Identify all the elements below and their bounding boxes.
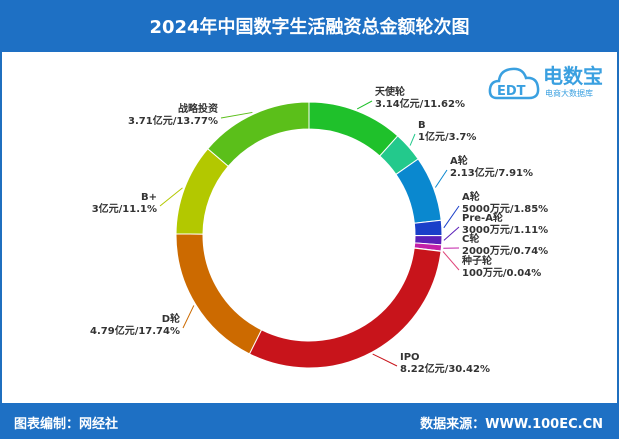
logo-brand: 电数宝 <box>543 64 603 88</box>
slice-value-label: 1亿元/3.7% <box>418 130 476 143</box>
footer-bar: 图表编制：网经社 数据来源：WWW.100EC.CN <box>0 403 619 439</box>
slice-name-label: A轮 <box>462 190 480 203</box>
leader-line <box>220 111 253 119</box>
slice-value-label: 3000万元/1.11% <box>462 224 548 236</box>
footer-credit: 图表编制：网经社 <box>14 417 119 432</box>
slice-name-label: A轮 <box>450 154 468 167</box>
donut-slice <box>207 101 310 167</box>
chart-title: 2024年中国数字生活融资总金额轮次图 <box>0 0 619 52</box>
slice-value-label: 3.71亿元/13.77% <box>128 114 218 127</box>
footer-source: 数据来源：WWW.100EC.CN <box>420 417 603 432</box>
leader-line <box>443 205 460 229</box>
edt-logo: EDT 电数宝 电商大数据库 <box>487 58 615 108</box>
slice-value-label: 4.79亿元/17.74% <box>90 324 180 337</box>
donut-slice <box>248 247 442 369</box>
logo-subtitle: 电商大数据库 <box>545 89 593 98</box>
donut-chart: 天使轮3.14亿元/11.62%B1亿元/3.7%A轮2.13亿元/7.91%A… <box>90 85 548 375</box>
cloud-icon: EDT <box>488 67 540 100</box>
slice-name-label: Pre-A轮 <box>462 211 503 224</box>
slice-name-label: D轮 <box>162 312 180 325</box>
slice-value-label: 5000万元/1.85% <box>462 203 548 215</box>
leader-line <box>409 133 416 146</box>
slice-value-label: 100万元/0.04% <box>462 267 541 279</box>
slice-name-label: 战略投资 <box>178 102 218 115</box>
donut-slice <box>413 219 443 237</box>
leader-line <box>442 251 460 271</box>
slice-name-label: IPO <box>400 352 420 363</box>
slice-value-label: 2000万元/0.74% <box>462 245 548 257</box>
logo-mark: EDT <box>497 84 526 99</box>
slice-value-label: 3亿元/11.1% <box>92 202 157 215</box>
slice-value-label: 3.14亿元/11.62% <box>375 97 465 110</box>
slice-name-label: B+ <box>141 192 157 203</box>
leader-line <box>182 305 195 329</box>
slice-name-label: B <box>418 120 426 131</box>
leader-line <box>443 226 460 241</box>
leader-line <box>356 100 373 110</box>
donut-slice <box>175 148 230 235</box>
leader-line <box>372 353 398 367</box>
leader-line <box>159 187 183 207</box>
leader-line <box>434 169 448 188</box>
slice-value-label: 8.22亿元/30.42% <box>400 362 490 375</box>
donut-slice <box>175 233 263 355</box>
slice-value-label: 2.13亿元/7.91% <box>450 166 533 179</box>
donut-slice <box>308 101 399 157</box>
slice-name-label: 种子轮 <box>461 254 492 267</box>
slice-name-label: C轮 <box>462 232 479 245</box>
slice-name-label: 天使轮 <box>375 85 405 98</box>
